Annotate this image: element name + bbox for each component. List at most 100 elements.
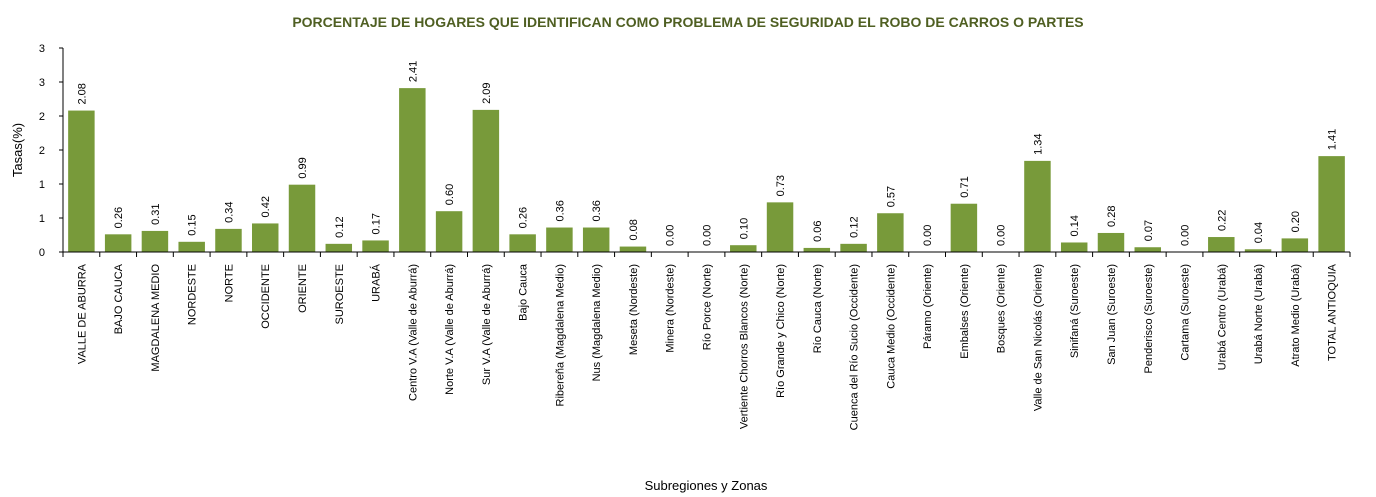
bar [1134, 247, 1161, 252]
bar [1024, 160, 1051, 252]
y-tick-label: 0 [39, 247, 45, 259]
bar [141, 230, 169, 252]
data-label: 0.12 [849, 216, 861, 237]
data-label: 0.99 [297, 157, 309, 178]
data-label: 0.20 [1290, 211, 1302, 232]
y-axis-title: Tasas(%) [10, 123, 25, 177]
data-label: 0.22 [1216, 210, 1228, 231]
data-label: 0.57 [885, 186, 897, 207]
x-tick-label: ORIENTE [297, 264, 309, 313]
x-tick-label: Atrato Medio (Urabá) [1290, 264, 1302, 367]
chart-title: PORCENTAJE DE HOGARES QUE IDENTIFICAN CO… [292, 14, 1084, 30]
x-tick-label: Sinifaná (Suroeste) [1069, 264, 1081, 358]
x-tick-label: NORTE [223, 264, 235, 302]
data-label: 0.15 [187, 214, 199, 235]
bar [1244, 249, 1272, 252]
bar [840, 243, 867, 252]
y-tick-label: 2 [39, 111, 45, 123]
x-tick-label: Penderisco (Suroeste) [1143, 264, 1155, 373]
data-label: 0.71 [959, 176, 971, 197]
bar [877, 213, 904, 252]
x-tick-label: Bosques (Oriente) [996, 264, 1008, 353]
bar [950, 203, 978, 252]
y-tick-label: 3 [39, 77, 45, 89]
x-tick-label: URABÁ [370, 263, 383, 302]
x-tick-label: OCCIDENTE [260, 264, 272, 329]
data-label: 0.00 [702, 225, 714, 246]
data-label: 0.34 [223, 201, 235, 222]
data-label: 0.60 [444, 184, 456, 205]
bar [1318, 156, 1345, 252]
bar [252, 223, 279, 252]
x-tick-label: San Juan (Suroeste) [1106, 264, 1118, 365]
x-tick-label: Sur V.A (Valle de Aburrá) [481, 264, 493, 385]
x-tick-label: Embalses (Oriente) [959, 264, 971, 359]
data-label: 1.34 [1032, 133, 1044, 154]
data-label: 0.14 [1069, 215, 1081, 236]
data-label: 0.00 [922, 225, 934, 246]
data-label: 0.10 [738, 218, 750, 239]
bar [362, 240, 389, 252]
x-tick-label: Nus (Magdalena Medio) [591, 264, 603, 381]
x-tick-label: Bajo Cauca [518, 263, 530, 321]
x-axis-ticks [62, 252, 1351, 257]
x-tick-label: VALLE DE ABURRA [76, 263, 88, 364]
data-label: 0.17 [371, 213, 383, 234]
x-tick-label: Páramo (Oriente) [922, 264, 934, 349]
bar [803, 247, 831, 252]
x-tick-label: Norte V.A (Valle de Aburrá) [444, 264, 456, 395]
bar [730, 245, 757, 252]
data-label: 0.00 [1180, 225, 1192, 246]
data-label: 0.07 [1143, 220, 1155, 241]
y-tick-label: 1 [39, 213, 45, 225]
bar [1097, 232, 1125, 252]
x-tick-label: Río Cauca (Norte) [812, 264, 824, 353]
data-label: 0.42 [260, 196, 272, 217]
data-label: 0.04 [1253, 222, 1265, 243]
x-tick-label: Centro V.A (Valle de Aburrá) [407, 264, 419, 401]
bar [1281, 238, 1309, 252]
x-tick-label: TOTAL ANTIOQUIA [1327, 263, 1339, 361]
data-label: 0.73 [775, 175, 787, 196]
data-label: 2.09 [481, 82, 493, 103]
data-label: 1.41 [1327, 129, 1339, 150]
x-tick-label: Río Grande y Chico (Norte) [775, 264, 787, 398]
x-tick-label: MAGDALENA MEDIO [150, 264, 162, 372]
data-label: 2.08 [76, 83, 88, 104]
data-label: 0.36 [591, 200, 603, 221]
x-tick-label: Cartama (Suroeste) [1180, 264, 1192, 361]
bar [766, 202, 794, 252]
bar [215, 228, 242, 252]
x-tick-label: NORDESTE [187, 264, 199, 325]
data-label: 0.31 [150, 203, 162, 224]
y-tick-label: 2 [39, 145, 45, 157]
bar [68, 110, 95, 252]
data-label: 0.26 [518, 207, 530, 228]
bar [325, 243, 353, 252]
value-labels: 2.08 0.26 0.31 0.15 0.34 0.42 0.99 0.12 0.17 2.41… [76, 61, 1338, 246]
data-label: 2.41 [407, 61, 419, 82]
data-label: 0.00 [665, 225, 677, 246]
data-label: 0.08 [628, 219, 640, 240]
bar [178, 241, 205, 252]
bar [399, 88, 426, 253]
x-tick-label: Meseta (Nordeste) [628, 264, 640, 355]
x-tick-label: Vertiente Chorros Blancos (Norte) [738, 264, 750, 429]
bar [1208, 237, 1235, 252]
y-tick-label: 1 [39, 179, 45, 191]
bars [68, 88, 1345, 253]
x-tick-label: Minera (Nordeste) [665, 264, 677, 353]
data-label: 0.12 [334, 216, 346, 237]
bar [472, 109, 500, 252]
data-label: 0.28 [1106, 206, 1118, 227]
bar [1060, 242, 1088, 252]
bar [435, 211, 463, 252]
x-tick-label: Urabá Centro (Urabá) [1216, 264, 1228, 370]
data-label: 0.36 [554, 200, 566, 221]
bar [288, 184, 316, 252]
bar [509, 234, 536, 252]
x-axis-title: Subregiones y Zonas [645, 478, 768, 493]
x-tick-label: BAJO CAUCA [113, 263, 125, 334]
x-tick-label: SUROESTE [334, 264, 346, 325]
